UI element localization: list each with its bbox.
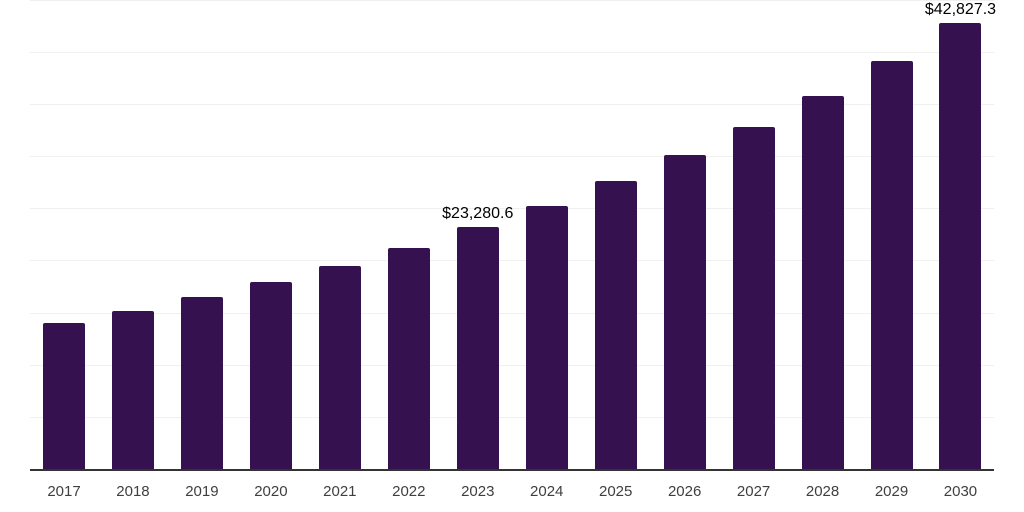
bar-2019 (180, 296, 223, 470)
bar-2021 (318, 266, 361, 470)
gridline-40000 (30, 51, 994, 53)
bar-2025 (594, 181, 637, 470)
bar-2024 (525, 205, 568, 470)
gridline-35000 (30, 103, 994, 105)
x-tick-label-2028: 2028 (805, 483, 840, 500)
gridlines-layer (30, 0, 994, 470)
gridline-45000 (30, 0, 994, 1)
bars-layer (30, 0, 994, 470)
value-labels-layer: $23,280.6 $42,827.3 (30, 0, 997, 470)
bar-2020 (249, 282, 292, 470)
x-tick-label-2029: 2029 (874, 483, 909, 500)
x-tick-label-2017: 2017 (47, 483, 81, 500)
x-tick-label-2018: 2018 (116, 483, 150, 500)
bar-2030 (939, 23, 982, 470)
bar-value-label-2023: $23,280.6 (442, 205, 514, 223)
gridline-15000 (30, 312, 994, 314)
bar-2028 (801, 95, 844, 470)
bar-2026 (663, 155, 706, 470)
bar-2023 (456, 227, 499, 470)
x-tick-label-2026: 2026 (667, 483, 702, 500)
bar-2022 (387, 247, 430, 470)
bar-2029 (870, 61, 913, 470)
x-axis-labels: 2017 2018 2019 2020 2021 2022 2023 2024 2025 2026… (30, 483, 994, 503)
gridline-30000 (30, 156, 994, 157)
x-tick-label-2030: 2030 (943, 483, 978, 500)
gridline-25000 (30, 208, 994, 210)
gridline-5000 (30, 416, 994, 418)
bar-2027 (732, 127, 775, 470)
gridline-10000 (30, 364, 994, 366)
x-axis-line (30, 469, 994, 471)
bar-2017 (43, 323, 85, 470)
x-tick-label-2021: 2021 (323, 483, 357, 500)
plot-area: $23,280.6 $42,827.3 (30, 0, 997, 470)
x-tick-label-2020: 2020 (254, 483, 288, 500)
bar-2018 (111, 311, 154, 470)
gridline-20000 (30, 260, 994, 262)
bar-value-label-2030: $42,827.3 (924, 1, 997, 19)
x-tick-label-2027: 2027 (736, 483, 771, 500)
x-tick-label-2025: 2025 (598, 483, 633, 500)
x-tick-label-2023: 2023 (461, 483, 495, 500)
x-tick-label-2019: 2019 (185, 483, 219, 500)
x-tick-label-2022: 2022 (392, 483, 426, 500)
x-tick-label-2024: 2024 (530, 483, 564, 500)
